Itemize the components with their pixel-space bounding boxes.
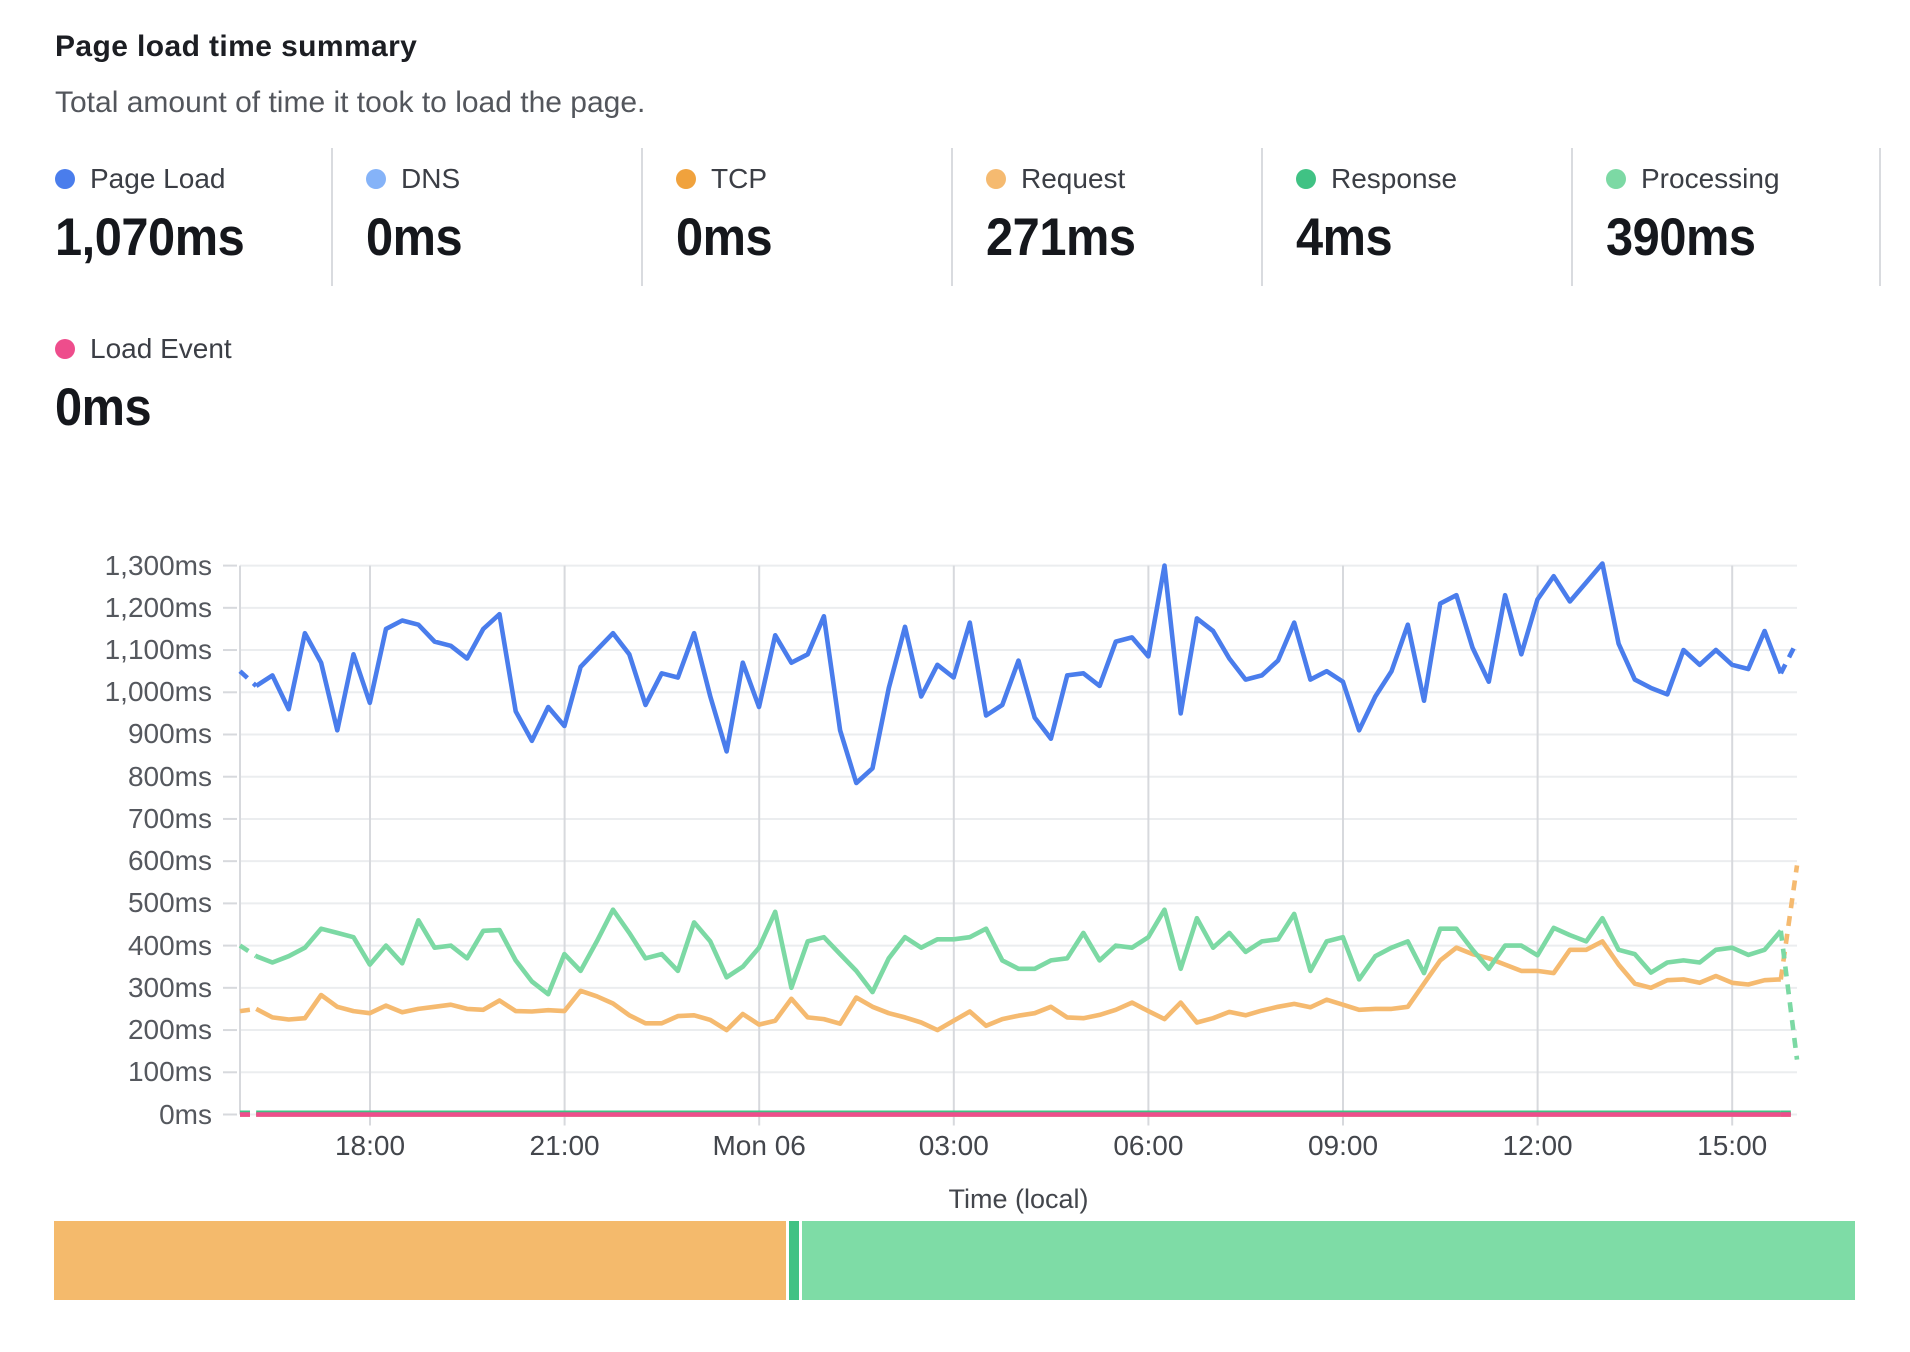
range-segment-response[interactable] — [788, 1221, 800, 1300]
metric-header: Page Load — [55, 160, 225, 198]
range-bar-gap — [799, 1221, 803, 1300]
time-range-breakdown-bar[interactable] — [54, 1221, 1855, 1300]
metric-tcp: TCP 0ms — [641, 148, 951, 286]
x-tick-label: 09:00 — [1307, 1130, 1379, 1161]
processing-legend-dot-icon — [1606, 169, 1626, 189]
y-tick-label: 100ms — [127, 1056, 212, 1088]
metric-label: TCP — [711, 163, 767, 194]
metric-label: Processing — [1641, 163, 1780, 194]
metrics-summary-row: Page Load 1,070ms DNS 0ms TCP 0ms Request 271ms… — [55, 148, 1882, 286]
metric-value: 0ms — [55, 378, 152, 437]
series-processing — [238, 907, 1800, 1060]
y-tick-label: 800ms — [127, 760, 212, 792]
range-segment-request[interactable] — [54, 1221, 786, 1300]
range-bar-gap — [785, 1221, 789, 1300]
load-event-legend-dot-icon — [55, 339, 75, 359]
dns-legend-dot-icon — [366, 169, 386, 189]
page-subtitle: Total amount of time it took to load the… — [55, 86, 646, 119]
metric-value: 4ms — [1296, 208, 1393, 267]
y-tick-label: 600ms — [127, 845, 212, 877]
metric-value: 0ms — [676, 208, 773, 267]
series-line-solid — [254, 561, 1783, 786]
metric-value: 390ms — [1606, 208, 1756, 267]
y-tick-label: 200ms — [127, 1014, 212, 1046]
metric-header: TCP — [676, 160, 767, 198]
y-tick-label: 300ms — [127, 971, 212, 1003]
x-tick-label: 18:00 — [334, 1130, 406, 1161]
metric-header: Processing — [1606, 160, 1780, 198]
metric-label: Page Load — [90, 163, 226, 194]
y-tick-label: 900ms — [127, 718, 212, 750]
metrics-summary-row-2: Load Event 0ms — [55, 318, 655, 458]
x-tick-label: Mon 06 — [712, 1130, 806, 1161]
metric-load-event: Load Event 0ms — [55, 318, 655, 456]
metric-label: Request — [1021, 163, 1126, 194]
page-load-legend-dot-icon — [55, 169, 75, 189]
metric-header: Load Event — [55, 330, 232, 368]
series-page-load — [238, 561, 1800, 786]
x-tick-label: 15:00 — [1697, 1130, 1768, 1161]
x-axis-title: Time (local) — [948, 1184, 1089, 1214]
y-tick-label: 1,000ms — [104, 676, 212, 708]
series-line-dashed — [239, 1006, 257, 1014]
metric-response: Response 4ms — [1261, 148, 1571, 286]
metric-dns: DNS 0ms — [331, 148, 641, 286]
series-line-dashed — [1778, 865, 1800, 980]
tcp-legend-dot-icon — [676, 169, 696, 189]
page-title: Page load time summary — [55, 30, 418, 63]
metric-value: 0ms — [366, 208, 463, 267]
series-line-dashed — [1778, 640, 1800, 675]
series-line-dashed — [238, 943, 258, 959]
x-tick-label: 06:00 — [1113, 1130, 1184, 1161]
y-tick-label: 700ms — [127, 802, 212, 834]
y-tick-label: 500ms — [127, 887, 212, 919]
series-line-solid — [255, 907, 1783, 997]
metric-label: Load Event — [90, 333, 232, 364]
metric-processing: Processing 390ms — [1571, 148, 1881, 286]
y-tick-label: 400ms — [127, 929, 212, 961]
series-line-dashed — [238, 669, 258, 688]
metric-request: Request 271ms — [951, 148, 1261, 286]
response-legend-dot-icon — [1296, 169, 1316, 189]
series-line-solid — [255, 939, 1781, 1033]
y-tick-label: 1,100ms — [104, 634, 212, 666]
range-segment-processing[interactable] — [802, 1221, 1855, 1300]
request-legend-dot-icon — [986, 169, 1006, 189]
x-tick-label: 03:00 — [918, 1130, 989, 1161]
metric-header: Response — [1296, 160, 1457, 198]
x-tick-label: 21:00 — [529, 1130, 600, 1161]
metric-label: DNS — [401, 163, 461, 194]
metric-value: 271ms — [986, 208, 1136, 267]
series-request — [239, 865, 1800, 1033]
metric-value: 1,070ms — [55, 208, 245, 267]
series-line-dashed — [1778, 930, 1800, 1060]
metric-page-load: Page Load 1,070ms — [55, 148, 331, 286]
metric-header: Request — [986, 160, 1125, 198]
x-tick-label: 12:00 — [1502, 1130, 1573, 1161]
y-tick-label: 0ms — [159, 1098, 212, 1130]
metric-label: Response — [1331, 163, 1458, 194]
metric-header: DNS — [366, 160, 460, 198]
y-tick-label: 1,300ms — [104, 549, 212, 581]
y-tick-label: 1,200ms — [104, 591, 212, 623]
